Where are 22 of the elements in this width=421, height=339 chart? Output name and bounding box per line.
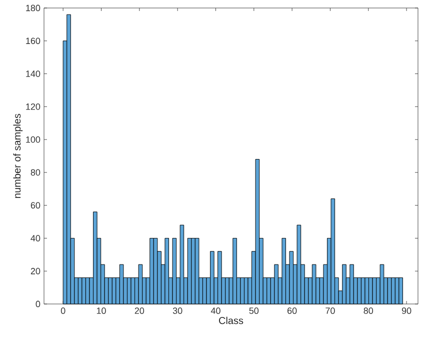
x-tick-label: 60 [288, 308, 297, 314]
x-axis-title: Class [218, 316, 244, 324]
x-tick-label: 20 [134, 308, 144, 314]
y-tick-label: 20 [30, 268, 40, 274]
y-tick-label: 180 [26, 4, 40, 12]
y-tick-label: 80 [30, 169, 40, 176]
y-tick-label: 140 [26, 70, 40, 77]
y-tick-label: 160 [26, 38, 40, 44]
x-tick-label: 0 [60, 308, 66, 314]
y-tick-label: 100 [26, 136, 40, 143]
y-tick-label: 120 [26, 103, 40, 110]
x-tick-label: 80 [364, 308, 374, 314]
x-tick-label: 90 [402, 308, 412, 314]
y-tick-label: 0 [36, 300, 40, 308]
x-tick-label: 70 [326, 308, 335, 314]
x-tick-label: 10 [96, 308, 106, 314]
x-tick-label: 30 [172, 308, 182, 314]
y-axis-title: number of samples [13, 114, 23, 198]
y-tick-label: 60 [30, 202, 40, 209]
x-tick-label: 50 [249, 308, 259, 314]
y-tick-label: 40 [30, 235, 40, 242]
x-tick-label: 40 [210, 308, 220, 314]
